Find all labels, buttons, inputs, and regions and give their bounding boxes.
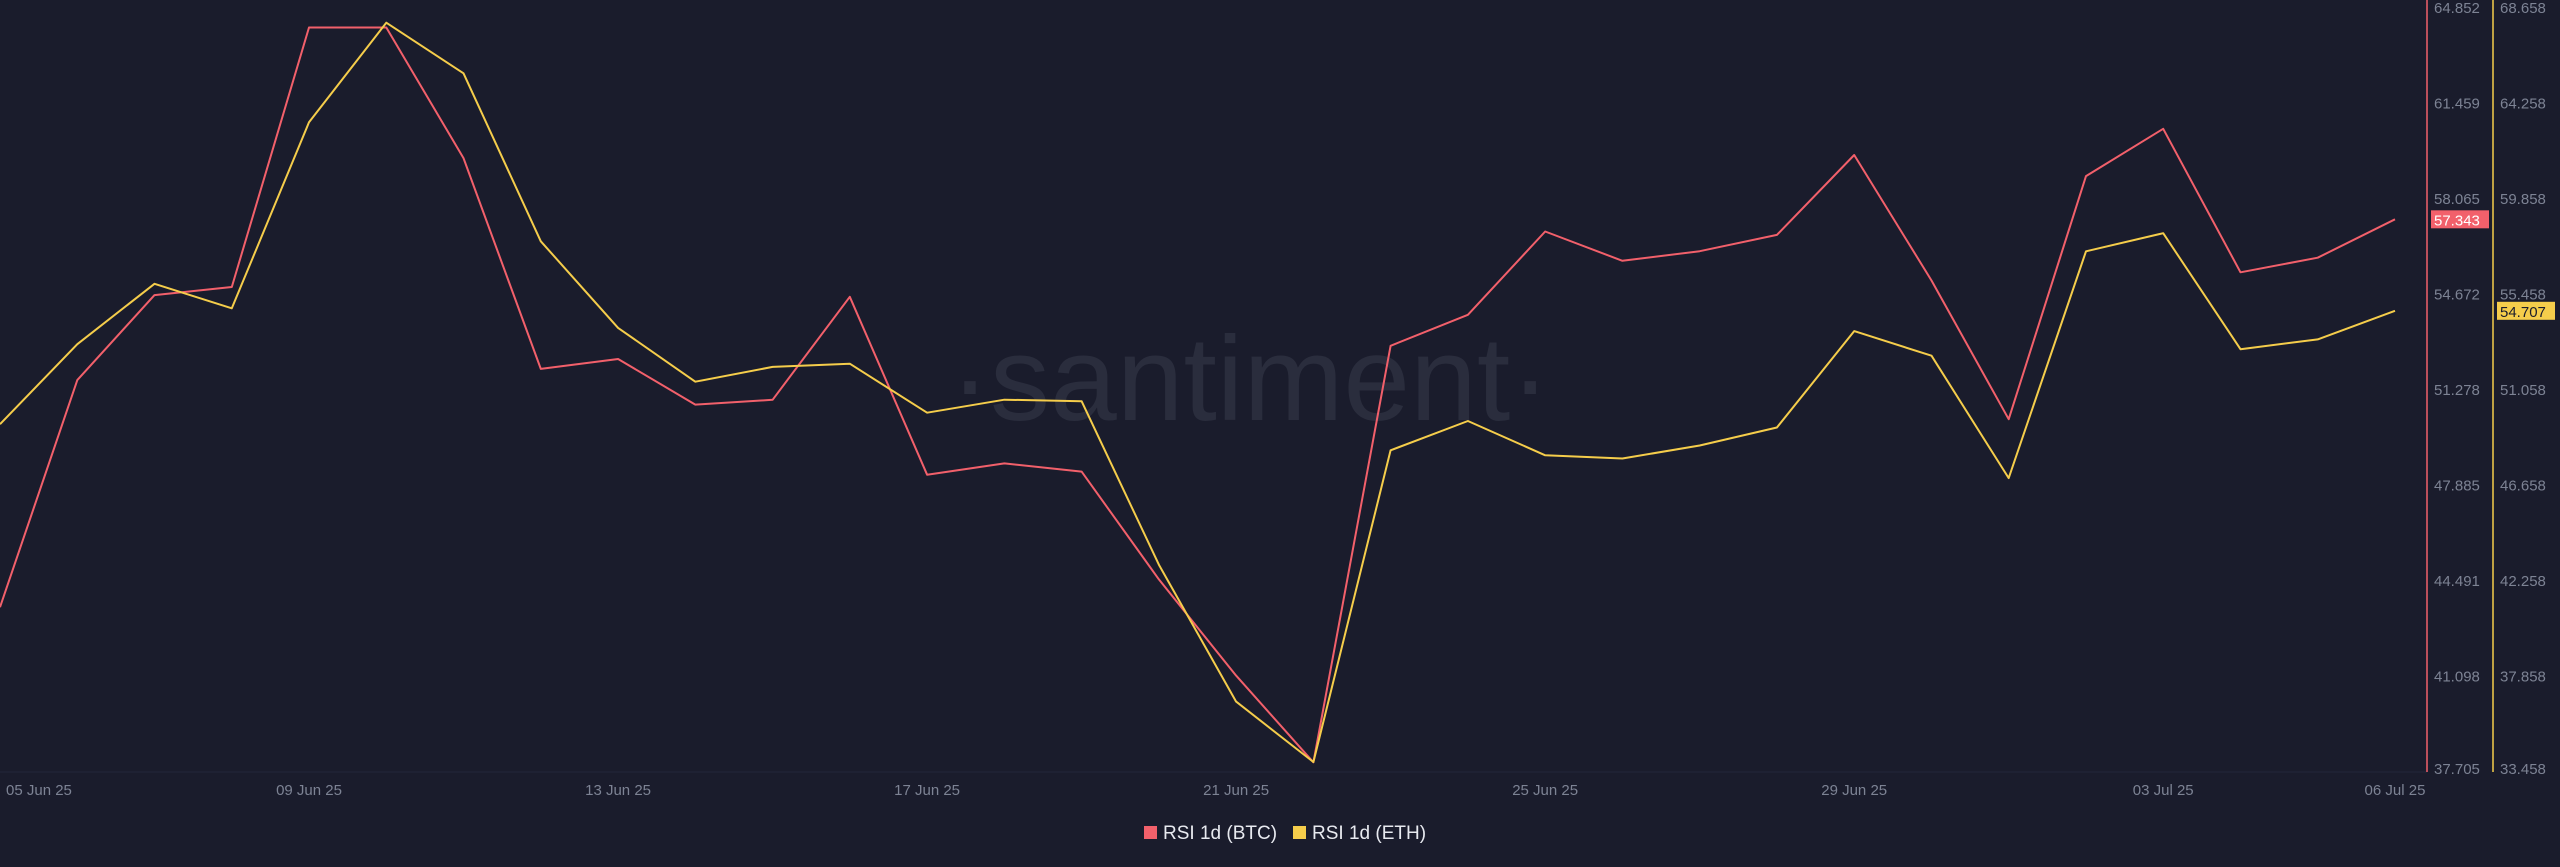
left-axis-tick-label: 61.459 [2434, 96, 2480, 113]
series-line-eth [0, 21, 2396, 763]
last-value-badge: 57.343 [2434, 212, 2480, 229]
right-axis-tick-label: 51.058 [2500, 382, 2546, 399]
legend: RSI 1d (BTC) RSI 1d (ETH) [1144, 823, 1426, 844]
x-axis-tick-label: 21 Jun 25 [1203, 782, 1269, 799]
last-value-badge-bg [2431, 210, 2489, 229]
legend-swatch-btc[interactable] [1144, 826, 1157, 839]
left-axis-tick-label: 44.491 [2434, 573, 2480, 590]
left-axis-tick-label: 41.098 [2434, 669, 2480, 686]
left-axis-tick-label: 64.852 [2434, 0, 2480, 17]
last-value-badge-bg [2497, 301, 2555, 320]
x-axis-tick-label: 06 Jul 25 [2365, 782, 2426, 799]
left-axis-tick-label: 58.065 [2434, 191, 2480, 208]
left-axis-tick-label: 47.885 [2434, 478, 2480, 495]
x-axis-tick-label: 25 Jun 25 [1512, 782, 1578, 799]
right-axis-tick-label: 46.658 [2500, 478, 2546, 495]
right-axis-tick-label: 64.258 [2500, 96, 2546, 113]
right-axis-tick-label: 68.658 [2500, 0, 2546, 17]
x-axis-tick-label: 03 Jul 25 [2133, 782, 2194, 799]
left-axis-tick-label: 51.278 [2434, 382, 2480, 399]
legend-label-btc[interactable]: RSI 1d (BTC) [1163, 823, 1277, 844]
right-axis-tick-label: 55.458 [2500, 287, 2546, 304]
legend-label-eth[interactable]: RSI 1d (ETH) [1312, 823, 1426, 844]
x-axis-tick-label: 29 Jun 25 [1821, 782, 1887, 799]
santiment-watermark: ·santiment· [950, 312, 1550, 446]
x-axis-tick-label: 17 Jun 25 [894, 782, 960, 799]
right-axis-tick-label: 59.858 [2500, 191, 2546, 208]
left-axis-tick-label: 54.672 [2434, 287, 2480, 304]
x-axis-tick-label: 13 Jun 25 [585, 782, 651, 799]
legend-swatch-eth[interactable] [1293, 826, 1306, 839]
left-axis-tick-label: 37.705 [2434, 761, 2480, 778]
series-line-btc [0, 26, 2396, 764]
right-axis-tick-label: 37.858 [2500, 669, 2546, 686]
right-axis-tick-label: 42.258 [2500, 573, 2546, 590]
last-value-badge: 54.707 [2500, 304, 2546, 321]
right-axis-tick-label: 33.458 [2500, 761, 2546, 778]
x-axis-tick-label: 09 Jun 25 [276, 782, 342, 799]
x-axis-tick-label: 05 Jun 25 [6, 782, 72, 799]
